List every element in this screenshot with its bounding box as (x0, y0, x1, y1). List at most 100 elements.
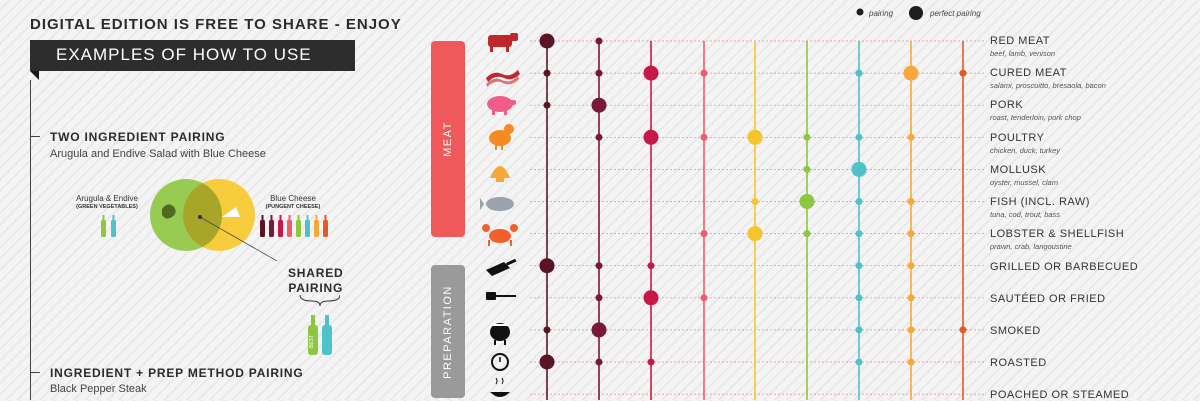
venn-left-category: (GREEN VEGETABLES) (76, 204, 138, 210)
pairing-dot (855, 69, 863, 77)
pairing-dot (595, 358, 603, 366)
pairing-dot (543, 101, 551, 109)
perfect-pairing-dot (643, 290, 659, 306)
pairing-dot (700, 294, 708, 302)
row-label: MOLLUSK (990, 164, 1047, 176)
bottle-icon (101, 215, 106, 237)
banner-fold (30, 71, 39, 80)
row-label: POULTRY (990, 132, 1045, 144)
pairing-dot (959, 69, 967, 77)
pairing-dot (751, 198, 759, 205)
legend-pairing-label: pairing (869, 9, 894, 18)
shared-pairing-label: SHARED PAIRING (288, 266, 343, 296)
perfect-pairing-dot (799, 194, 815, 209)
pairing-dot (855, 326, 863, 334)
best-bottle-icon (308, 315, 318, 355)
smoker-icon (490, 323, 510, 345)
row-label: SAUTÉED OR FRIED (990, 293, 1106, 305)
pairing-dot (595, 69, 603, 77)
bottle-icon (323, 215, 328, 237)
category-meat: MEAT (431, 41, 465, 237)
venn-left-label: Arugula & Endive (GREEN VEGETABLES) (72, 194, 142, 212)
perfect-pairing-dot (539, 258, 555, 274)
row-description: prawn, crab, langoustine (990, 242, 1072, 251)
perfect-pairing-dot (539, 33, 555, 49)
perfect-pairing-dot (591, 322, 607, 338)
pairing-dot (543, 69, 551, 77)
pairing-dot (907, 230, 915, 238)
pairing-dot (855, 294, 863, 302)
ingredient-prep-subtitle: Black Pepper Steak (50, 383, 147, 395)
bottle-icon (278, 215, 283, 237)
perfect-pairing-dot (747, 129, 763, 145)
pairing-dot (595, 133, 603, 141)
section-tick (30, 372, 40, 373)
cheese-icon (222, 207, 240, 217)
venn-overlap (182, 183, 223, 247)
venn-diagram: BEST (101, 179, 340, 355)
how-to-use-banner: EXAMPLES OF HOW TO USE (30, 40, 355, 80)
pairing-dot (855, 358, 863, 366)
pairing-dot (803, 230, 811, 238)
row-description: oyster, mussel, clam (990, 178, 1058, 187)
row-label: ROASTED (990, 357, 1047, 369)
row-label: PORK (990, 99, 1024, 111)
pairing-dot (803, 133, 811, 141)
steam-bowl-icon (490, 377, 510, 397)
row-label: LOBSTER & SHELLFISH (990, 228, 1125, 240)
two-ingredient-title: TWO INGREDIENT PAIRING (50, 130, 226, 144)
shared-line-2: PAIRING (288, 281, 344, 295)
row-label: GRILLED OR BARBECUED (990, 261, 1139, 273)
perfect-pairing-dot (903, 65, 919, 81)
bottle-icon (269, 215, 274, 237)
bottle-icon (260, 215, 265, 237)
pairing-dot (700, 133, 708, 141)
legend-perfect-label: perfect pairing (930, 9, 981, 18)
crab-icon (482, 224, 518, 246)
bottle-icon (287, 215, 292, 237)
row-label: POACHED OR STEAMED (990, 389, 1130, 401)
thermometer-icon (491, 353, 509, 371)
fish-icon (480, 197, 514, 211)
brace-icon (299, 294, 340, 307)
guide-line (30, 80, 31, 400)
row-label: FISH (INCL. RAW) (990, 196, 1090, 208)
row-label: RED MEAT (990, 35, 1051, 47)
pairing-dot (855, 198, 863, 205)
row-description: beef, lamb, venison (990, 49, 1056, 58)
pairing-dot (855, 230, 863, 238)
row-description: chicken, duck, turkey (990, 146, 1061, 155)
perfect-pairing-dot (643, 129, 659, 145)
legend-pairing-dot (856, 8, 864, 16)
row-description: tuna, cod, trout, bass (990, 210, 1061, 219)
pairing-dot (907, 262, 915, 270)
food-icons (480, 33, 520, 397)
perfect-pairing-dot (851, 161, 867, 177)
pairing-dot (647, 358, 655, 366)
row-description: roast, tenderloin, pork chop (990, 113, 1081, 122)
pairing-dot (907, 294, 915, 302)
venn-left-name: Arugula & Endive (76, 194, 138, 203)
cleaver-icon (486, 258, 517, 276)
pairing-dot (595, 294, 603, 302)
perfect-pairing-dot (539, 354, 555, 370)
shell-icon (490, 166, 510, 182)
pairing-dot (907, 358, 915, 366)
pairing-dot (543, 326, 551, 334)
venn-right-category: (PUNGENT CHEESE) (265, 204, 321, 210)
perfect-pairing-dot (591, 97, 607, 113)
perfect-pairing-dot (747, 226, 763, 242)
bottle-icon (296, 215, 301, 237)
perfect-pairing-dot (643, 65, 659, 81)
category-preparation: PREPARATION (431, 265, 465, 398)
spatula-icon (486, 292, 516, 300)
pairing-dot (907, 198, 915, 205)
pairing-dot (855, 133, 863, 141)
bottle-icon (111, 215, 116, 237)
pairing-dot (700, 230, 708, 238)
leaf-icon (162, 204, 176, 219)
row-description: salami, proscuitto, bresaola, bacon (990, 81, 1106, 90)
pairing-dot (959, 326, 967, 334)
section-tick (30, 136, 40, 137)
